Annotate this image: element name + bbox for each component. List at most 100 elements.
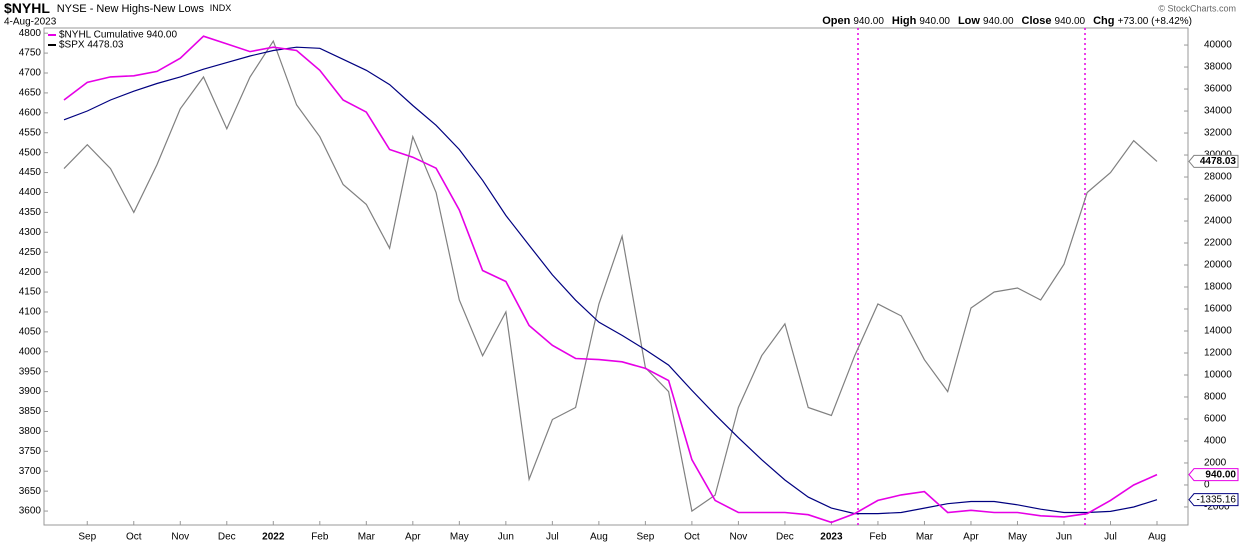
y2-tick-label: 14000 bbox=[1204, 326, 1232, 337]
x-tick-label: Nov bbox=[730, 532, 748, 543]
index-name: NYSE - New Highs-New Lows bbox=[57, 3, 205, 15]
date: 4-Aug-2023 bbox=[4, 17, 57, 28]
y2-tick-label: 8000 bbox=[1204, 392, 1227, 403]
symbol: $NYHL bbox=[4, 0, 50, 16]
plot: 3600 3650 3700 3750 3800 3850 3900 3950 4000 4050… bbox=[19, 28, 1239, 543]
quote-value: +73.00 (+8.42%) bbox=[1118, 16, 1193, 27]
y-tick-label: 4750 bbox=[19, 48, 42, 59]
y2-tick-label: 2000 bbox=[1204, 458, 1227, 469]
quote-label: Close bbox=[1022, 15, 1052, 27]
y-tick-label: 4550 bbox=[19, 127, 42, 138]
y2-tick-label: 38000 bbox=[1204, 62, 1232, 73]
y2-tick-label: 22000 bbox=[1204, 238, 1232, 249]
quote-value: 940.00 bbox=[1055, 16, 1086, 27]
end-tag: 940.00 bbox=[1188, 468, 1239, 482]
legend-label: $SPX 4478.03 bbox=[59, 40, 124, 51]
end-tag-box bbox=[1188, 493, 1239, 507]
x-tick-label: Feb bbox=[311, 532, 329, 543]
x-tick-label: Jul bbox=[546, 532, 559, 543]
quote-label: High bbox=[892, 15, 917, 27]
y2-tick-label: 34000 bbox=[1204, 106, 1232, 117]
y2-tick-label: 20000 bbox=[1204, 260, 1232, 271]
y-tick-label: 4300 bbox=[19, 227, 42, 238]
y-tick-label: 4700 bbox=[19, 68, 42, 79]
y-tick-label: 3950 bbox=[19, 366, 42, 377]
y-tick-label: 3900 bbox=[19, 386, 42, 397]
y2-tick-label: 10000 bbox=[1204, 370, 1232, 381]
x-tick-label: May bbox=[1008, 532, 1027, 543]
y2-tick-label: 32000 bbox=[1204, 128, 1232, 139]
y-tick-label: 4800 bbox=[19, 28, 42, 39]
y2-tick-label: 12000 bbox=[1204, 348, 1232, 359]
y-tick-label: 4050 bbox=[19, 326, 42, 337]
x-tick-label: Dec bbox=[218, 532, 236, 543]
end-tag-label: 940.00 bbox=[1205, 469, 1236, 480]
y-tick-label: 3800 bbox=[19, 426, 42, 437]
y-tick-label: 4150 bbox=[19, 287, 42, 298]
x-tick-label: Apr bbox=[405, 532, 421, 543]
plot-frame bbox=[43, 27, 1189, 526]
y2-tick-label: 18000 bbox=[1204, 282, 1232, 293]
x-tick-label: Mar bbox=[358, 532, 376, 543]
copyright: © StockCharts.com bbox=[1158, 3, 1236, 13]
x-tick-label: Aug bbox=[590, 532, 608, 543]
y-tick-label: 4450 bbox=[19, 167, 42, 178]
y2-tick-label: 4000 bbox=[1204, 436, 1227, 447]
x-tick-label: Jun bbox=[1056, 532, 1072, 543]
y2-tick-label: 28000 bbox=[1204, 172, 1232, 183]
y-tick-label: 4000 bbox=[19, 346, 42, 357]
x-tick-label: May bbox=[450, 532, 469, 543]
x-tick-label: Mar bbox=[916, 532, 934, 543]
y-tick-label: 3650 bbox=[19, 486, 42, 497]
quote-label: Low bbox=[958, 15, 980, 27]
end-tag-label: -1335.16 bbox=[1197, 494, 1237, 505]
x-tick-label: Dec bbox=[776, 532, 794, 543]
y-tick-label: 3750 bbox=[19, 446, 42, 457]
series-line bbox=[63, 35, 1158, 524]
y-tick-label: 4650 bbox=[19, 88, 42, 99]
y2-tick-label: 6000 bbox=[1204, 414, 1227, 425]
y2-tick-label: 24000 bbox=[1204, 216, 1232, 227]
end-tag-label: 4478.03 bbox=[1200, 156, 1237, 167]
x-tick-label: Apr bbox=[963, 532, 979, 543]
series-line bbox=[63, 39, 1158, 513]
x-tick-label: Jul bbox=[1104, 532, 1117, 543]
y-tick-label: 4500 bbox=[19, 147, 42, 158]
y2-tick-label: 36000 bbox=[1204, 84, 1232, 95]
y-tick-label: 4100 bbox=[19, 307, 42, 318]
y-tick-label: 3700 bbox=[19, 466, 42, 477]
x-tick-label: Feb bbox=[869, 532, 887, 543]
y2-tick-label: -2000 bbox=[1204, 502, 1230, 513]
y-tick-label: 4350 bbox=[19, 207, 42, 218]
quote: Open 940.00 High 940.00 Low 940.00 Close 940.00… bbox=[822, 15, 1192, 27]
quote-value: 940.00 bbox=[853, 16, 884, 27]
y-tick-label: 3850 bbox=[19, 406, 42, 417]
legend-label: $NYHL Cumulative 940.00 bbox=[59, 30, 177, 41]
end-tag-box bbox=[1188, 468, 1239, 482]
y-tick-label: 3600 bbox=[19, 506, 42, 517]
y2-tick-label: 16000 bbox=[1204, 304, 1232, 315]
y-tick-label: 4250 bbox=[19, 247, 42, 258]
header: $NYHL NYSE - New Highs-New Lows INDX bbox=[4, 0, 231, 16]
end-tag-box bbox=[1188, 154, 1239, 168]
x-tick-label: Oct bbox=[684, 532, 700, 543]
series-line bbox=[63, 46, 1158, 515]
quote-label: Chg bbox=[1093, 15, 1114, 27]
exchange: INDX bbox=[210, 3, 232, 13]
x-tick-label: Aug bbox=[1148, 532, 1166, 543]
x-tick-label: 2023 bbox=[820, 532, 843, 543]
y-tick-label: 4600 bbox=[19, 107, 42, 118]
y2-tick-label: 26000 bbox=[1204, 194, 1232, 205]
y-tick-label: 4200 bbox=[19, 267, 42, 278]
x-tick-label: Sep bbox=[78, 532, 96, 543]
y2-tick-label: 0 bbox=[1204, 480, 1210, 491]
x-tick-label: Oct bbox=[126, 532, 142, 543]
x-tick-label: 2022 bbox=[262, 532, 285, 543]
quote-label: Open bbox=[822, 15, 850, 27]
x-tick-label: Nov bbox=[171, 532, 189, 543]
end-tag: -1335.16 bbox=[1188, 493, 1239, 507]
x-tick-label: Sep bbox=[636, 532, 654, 543]
y-tick-label: 4400 bbox=[19, 187, 42, 198]
